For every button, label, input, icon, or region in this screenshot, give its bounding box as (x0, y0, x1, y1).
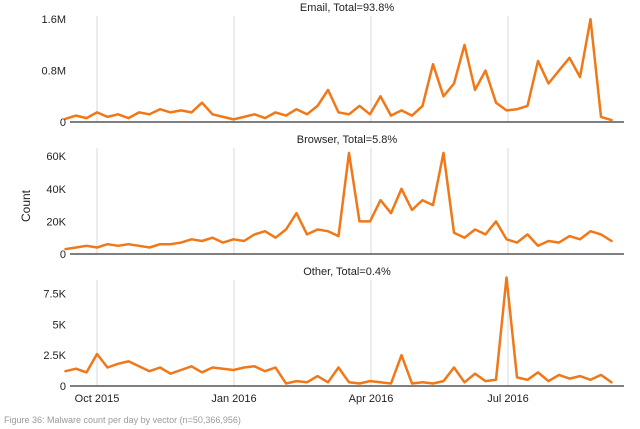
panel-title: Browser, Total=5.8% (297, 134, 398, 146)
y-tick-label: 40K (46, 184, 66, 196)
y-tick-label: 0 (60, 381, 66, 393)
figure-caption: Figure 36: Malware count per day by vect… (4, 415, 241, 425)
y-tick-label: 0 (60, 249, 66, 261)
x-tick-label: Jul 2016 (487, 393, 529, 405)
y-axis-label: Count (19, 189, 33, 222)
y-tick-label: 7.5K (43, 289, 66, 301)
series-line (66, 153, 612, 249)
panel-title: Other, Total=0.4% (303, 266, 391, 278)
panel-title: Email, Total=93.8% (300, 2, 394, 14)
x-tick-label: Oct 2015 (75, 393, 120, 405)
x-tick-label: Jan 2016 (211, 393, 256, 405)
y-tick-label: 0.8M (42, 66, 66, 78)
series-line (66, 19, 612, 120)
y-tick-label: 60K (46, 151, 66, 163)
y-tick-label: 1.6M (42, 14, 66, 26)
y-tick-label: 20K (46, 216, 66, 228)
y-tick-label: 2.5K (43, 350, 66, 362)
y-tick-label: 5K (53, 319, 67, 331)
x-tick-label: Apr 2016 (349, 393, 394, 405)
